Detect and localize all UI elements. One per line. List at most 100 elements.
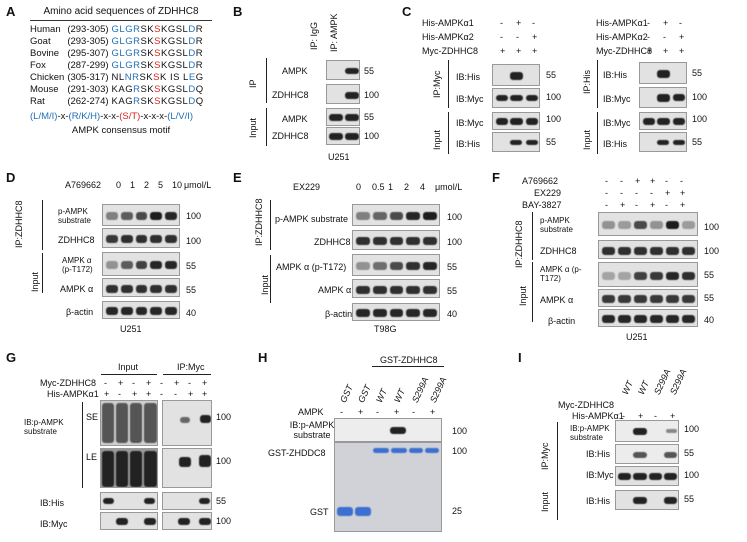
blot-band bbox=[120, 307, 133, 315]
blot-band bbox=[389, 212, 404, 220]
bracket-line bbox=[532, 212, 533, 260]
sign-mark: - bbox=[635, 188, 638, 198]
residue-run: S bbox=[154, 60, 161, 71]
residue-run: D bbox=[188, 48, 196, 59]
mw-marker: 55 bbox=[546, 137, 557, 147]
mw-marker: 100 bbox=[452, 446, 468, 456]
residue-run: KGSL bbox=[161, 84, 189, 95]
mw-marker: 100 bbox=[704, 222, 720, 232]
mw-marker: 100 bbox=[364, 90, 380, 100]
mw-marker: 100 bbox=[186, 236, 202, 246]
mw-marker: 100 bbox=[692, 92, 708, 102]
residue-run: KGSL bbox=[161, 60, 189, 71]
blot-band bbox=[666, 246, 679, 255]
blot bbox=[615, 490, 679, 510]
row-label: β-actin bbox=[325, 309, 353, 319]
blot-band bbox=[618, 221, 631, 229]
blot bbox=[598, 240, 698, 259]
group-label: IP:ZDHHC8 bbox=[14, 200, 24, 248]
sign-mark: + bbox=[358, 407, 364, 417]
mw-marker: 55 bbox=[216, 496, 227, 506]
unit-label: μmol/L bbox=[184, 180, 212, 190]
sequence-cell: GLGRSKSKGSLDR bbox=[112, 60, 207, 72]
row-label: ZDHHC8 bbox=[314, 237, 351, 247]
blot-band bbox=[602, 295, 615, 303]
blot-band bbox=[618, 246, 631, 255]
sign-mark: + bbox=[202, 389, 208, 399]
sequence-row: Rat (262-274) KAGRSKSKGSLDQ bbox=[30, 96, 207, 108]
sign-mark: + bbox=[650, 176, 656, 186]
residue-run: S bbox=[154, 48, 161, 59]
lane-label-ampk: IP: AMPK bbox=[329, 13, 339, 52]
mw-marker: 40 bbox=[447, 309, 458, 319]
sign-mark: - bbox=[650, 188, 653, 198]
dose-value: 1 bbox=[388, 182, 394, 192]
sign-mark: + bbox=[188, 389, 194, 399]
sign-mark: + bbox=[647, 46, 653, 56]
blot-band bbox=[165, 261, 177, 269]
cond-label: His-AMPKα1 bbox=[47, 389, 99, 399]
row-label: IB:Myc bbox=[586, 470, 614, 480]
sign-mark: - bbox=[104, 378, 107, 388]
dose-value: 1 bbox=[130, 180, 136, 190]
mw-marker: 55 bbox=[186, 285, 197, 295]
sequence-table: Human (293-305) GLGRSKSKGSLDR Goat (293-305)… bbox=[30, 24, 207, 108]
residue-run: S bbox=[154, 36, 161, 47]
blot-band bbox=[106, 235, 118, 243]
blot-input-le bbox=[100, 448, 158, 488]
blot bbox=[492, 88, 540, 108]
residue-run: KGSL bbox=[161, 24, 189, 35]
sign-mark: + bbox=[430, 407, 436, 417]
blot-band bbox=[423, 309, 437, 317]
panel-label-b: B bbox=[233, 4, 243, 19]
blot bbox=[162, 492, 212, 510]
blot-band bbox=[602, 221, 615, 229]
lane-label: WT bbox=[374, 387, 389, 405]
sign-mark: - bbox=[132, 378, 135, 388]
species-name: Bovine bbox=[30, 48, 60, 59]
group-label: Input bbox=[432, 129, 442, 150]
dose-value: 5 bbox=[158, 180, 164, 190]
drug-label: EX229 bbox=[293, 182, 321, 192]
bracket-line bbox=[448, 112, 449, 154]
header-line bbox=[163, 374, 211, 375]
blot bbox=[102, 204, 180, 226]
bracket-line bbox=[42, 253, 43, 293]
bracket-line bbox=[42, 200, 43, 250]
bracket-line bbox=[557, 422, 558, 490]
blot-band bbox=[356, 309, 370, 317]
sign-mark: + bbox=[620, 200, 626, 210]
sign-mark: + bbox=[146, 378, 152, 388]
cond-label: His-AMPKα1 bbox=[422, 18, 474, 28]
lane-label-igg: IP: IgG bbox=[309, 21, 319, 50]
blot-band bbox=[389, 237, 404, 245]
panel-a: Amino acid sequences of ZDHHC8 Human (293… bbox=[30, 6, 212, 136]
species-name: Goat bbox=[30, 36, 51, 47]
header-line bbox=[101, 374, 157, 375]
blot-band bbox=[650, 295, 663, 303]
header-gst-zdhhc8: GST-ZDHHC8 bbox=[380, 355, 438, 365]
blot-band bbox=[634, 295, 647, 303]
sequence-cell: KAGRSKSKGSLDQ bbox=[112, 84, 207, 96]
residue-run: KGSL bbox=[161, 36, 189, 47]
group-label: Input bbox=[518, 285, 528, 306]
row-label: IB:His bbox=[586, 449, 611, 459]
residue-run: SK bbox=[140, 48, 155, 59]
mw-marker: 100 bbox=[452, 426, 468, 436]
blot-band bbox=[666, 315, 679, 323]
sign-mark: - bbox=[663, 32, 666, 42]
row-label: GST-ZHDDC8 bbox=[268, 448, 326, 458]
residue-run: Q bbox=[195, 96, 204, 107]
bracket-line bbox=[448, 60, 449, 108]
blot bbox=[326, 84, 360, 104]
blot bbox=[352, 230, 440, 250]
panel-label-f: F bbox=[492, 170, 500, 185]
blot bbox=[598, 289, 698, 307]
mw-marker: 100 bbox=[546, 92, 562, 102]
residue-run: N bbox=[124, 72, 133, 83]
blot-ip-se bbox=[162, 400, 212, 446]
row-label: IB:His bbox=[603, 70, 628, 80]
blot bbox=[102, 228, 180, 248]
sign-mark: - bbox=[500, 32, 503, 42]
row-label: p-AMPK substrate bbox=[58, 207, 91, 225]
